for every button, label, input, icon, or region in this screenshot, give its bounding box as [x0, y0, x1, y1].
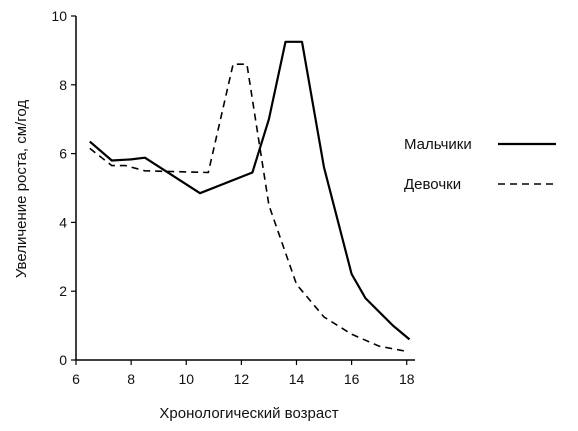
legend-item-boys: Мальчики — [404, 136, 556, 153]
y-tick-label: 2 — [59, 283, 67, 299]
legend-label-girls: Девочки — [404, 176, 461, 193]
x-tick-label: 14 — [289, 371, 305, 387]
x-axis-ticks: 6 8 10 12 14 16 18 — [72, 360, 415, 387]
x-axis-title: Хронологический возраст — [159, 405, 338, 422]
x-tick-label: 6 — [72, 371, 80, 387]
y-tick-label: 6 — [59, 146, 67, 162]
series-line-boys — [89, 40, 411, 341]
x-tick-label: 10 — [178, 371, 194, 387]
series-line-girls — [89, 63, 407, 353]
series-lines — [89, 40, 411, 353]
y-tick-label: 10 — [51, 8, 67, 24]
y-axis-title: Увеличение роста, см/год — [13, 100, 30, 278]
x-tick-label: 12 — [234, 371, 250, 387]
legend-item-girls: Девочки — [404, 176, 556, 193]
legend-label-boys: Мальчики — [404, 136, 472, 153]
y-tick-label: 8 — [59, 77, 67, 93]
y-tick-label: 0 — [59, 352, 67, 368]
x-tick-label: 8 — [127, 371, 135, 387]
axes — [75, 16, 415, 361]
y-axis-ticks: 0 2 4 6 8 10 — [51, 8, 76, 368]
x-tick-label: 18 — [399, 371, 415, 387]
x-tick-label: 16 — [344, 371, 360, 387]
y-tick-label: 4 — [59, 214, 67, 230]
legend: Мальчики Девочки — [404, 136, 556, 193]
